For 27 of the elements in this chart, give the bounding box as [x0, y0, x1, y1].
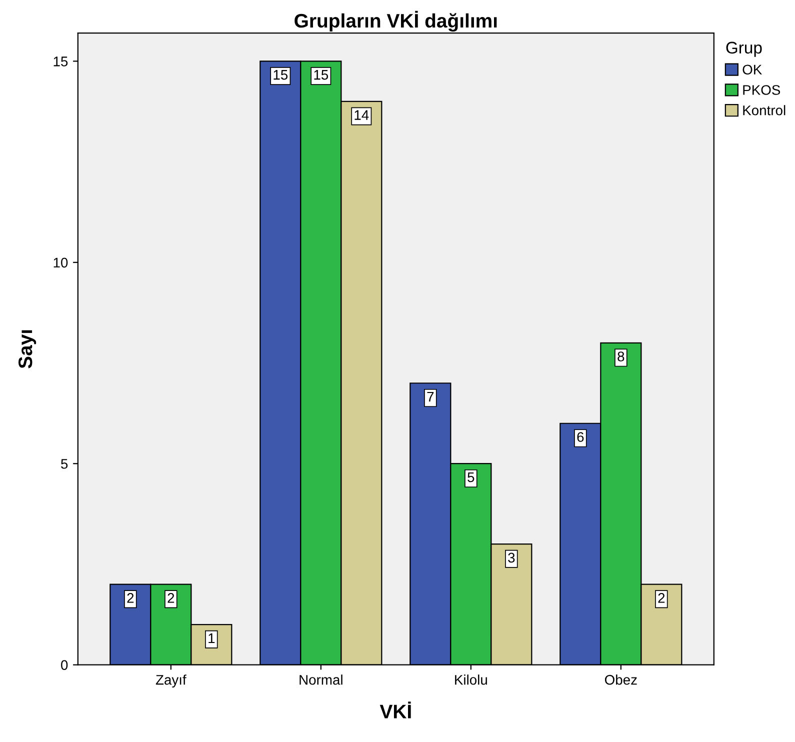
x-tick-label: Obez — [604, 674, 637, 685]
y-tick-label: 0 — [61, 660, 68, 670]
legend-label: Kontrol — [743, 105, 786, 116]
x-tick-label: Normal — [300, 674, 342, 685]
data-label: 7 — [427, 392, 434, 402]
y-axis-title: Sayı — [18, 330, 36, 368]
x-tick-label: Zayıf — [156, 674, 186, 688]
data-label: 6 — [577, 432, 584, 442]
data-label: 1 — [208, 633, 215, 643]
data-label: 15 — [274, 70, 288, 80]
data-label: 5 — [468, 472, 474, 482]
y-tick-label: 5 — [61, 459, 68, 469]
data-label: 2 — [127, 593, 134, 603]
data-label: 8 — [618, 352, 624, 362]
x-tick-label: Kilolu — [455, 674, 487, 685]
data-label: 2 — [168, 593, 174, 603]
data-label: 2 — [658, 593, 665, 603]
chart-title: Grupların VKİ dağılımı — [294, 10, 497, 32]
data-label: 15 — [314, 70, 328, 80]
data-label: 3 — [508, 552, 515, 563]
legend-title: Grup — [726, 42, 762, 57]
y-tick-label: 10 — [54, 258, 68, 268]
legend-label: PKOS — [743, 85, 780, 95]
legend-label: OK — [742, 64, 762, 75]
y-tick-label: 15 — [54, 56, 68, 66]
data-label: 14 — [354, 110, 369, 120]
x-axis-title: VKİ — [380, 702, 411, 718]
